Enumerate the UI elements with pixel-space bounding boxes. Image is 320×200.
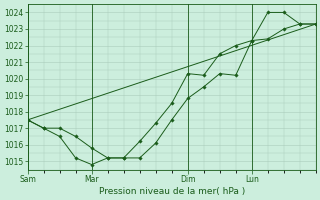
X-axis label: Pression niveau de la mer( hPa ): Pression niveau de la mer( hPa ) — [99, 187, 245, 196]
